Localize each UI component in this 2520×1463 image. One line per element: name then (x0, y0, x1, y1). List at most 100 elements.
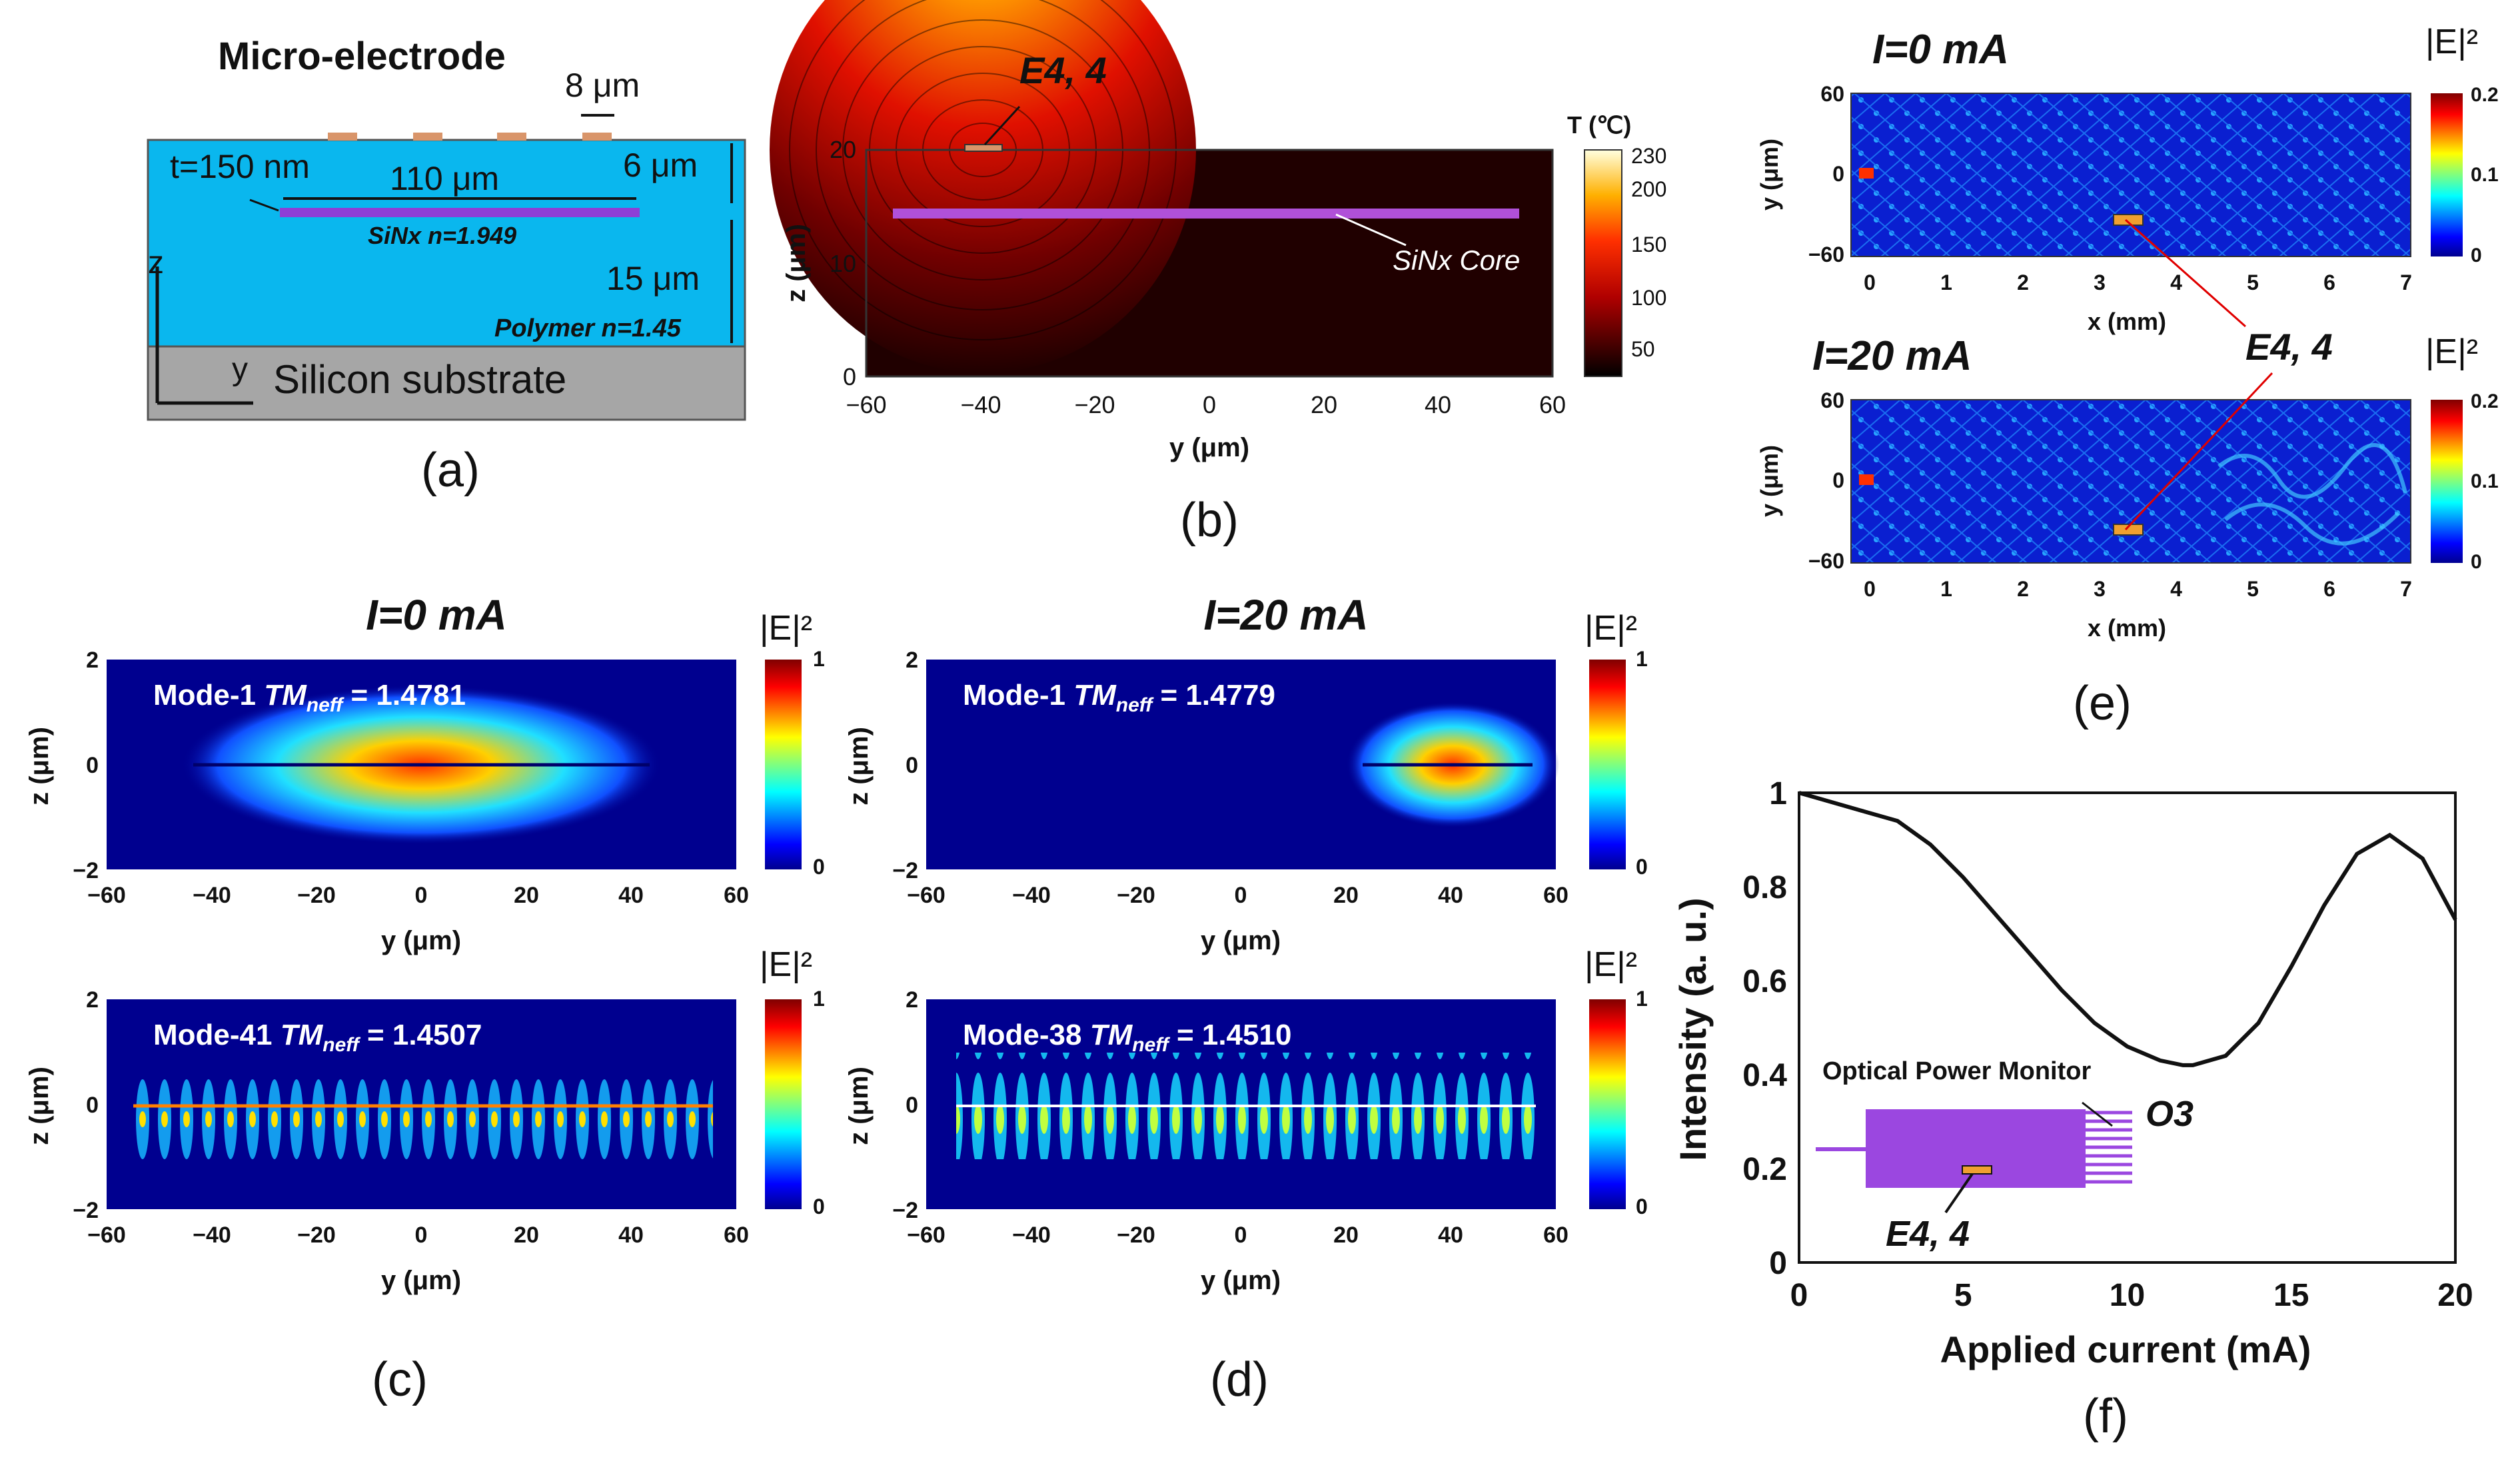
y-ticks-e: 60 0 −60 60 0 −60 (1808, 82, 1844, 573)
panel-f: 0 5 10 15 20 0 0.2 0.4 0.6 0.8 1 Applied current (… (1672, 776, 2473, 1443)
ylabel: z (μm) (844, 1067, 874, 1145)
tick: 7 (2400, 270, 2412, 294)
tick: 40 (1425, 391, 1451, 418)
tick: 20 (514, 1222, 539, 1248)
tick: 0.2 (2471, 390, 2499, 412)
ylabel: z (μm) (25, 1067, 54, 1145)
colorbar-ticks-e: 0.2 0.1 0 0.2 0.1 0 (2471, 84, 2499, 573)
heat-map (770, 0, 1196, 373)
inset-body (1866, 1109, 2086, 1188)
thickness-label: t=150 nm (170, 148, 310, 185)
x-tick-label: 10 (2110, 1278, 2145, 1313)
axis-z-label: z (148, 245, 164, 280)
tick: −60 (87, 883, 126, 908)
x-ticks-e-top: 0 1 2 3 4 5 6 7 (1864, 270, 2412, 294)
ylabel: y (μm) (1756, 139, 1783, 211)
cbar-label: |E|² (760, 609, 812, 648)
tick: 7 (2400, 577, 2412, 601)
tick: 0 (1636, 855, 1648, 879)
tick: 2 (906, 648, 918, 673)
ylabel: z (μm) (844, 727, 874, 805)
tick: −20 (297, 883, 336, 908)
cbar-label: |E|² (1584, 945, 1637, 984)
tick: 1 (1940, 270, 1952, 294)
tick: 1 (813, 647, 825, 671)
core-label-b: SiNx Core (1393, 244, 1520, 276)
chart-xlabel: Applied current (mA) (1940, 1328, 2311, 1370)
panel-e: I=0 mA I=20 mA E4, 4 |E|² |E|² 0.2 0.1 0… (1756, 23, 2499, 730)
panel-label-b: (b) (1180, 494, 1239, 547)
tick: 0 (86, 1093, 99, 1118)
electrode-e44 (964, 144, 1003, 152)
tick: 60 (1820, 82, 1844, 106)
core-index-label: SiNx n=1.949 (368, 222, 516, 249)
tick: 0 (1203, 391, 1216, 418)
tick: 0.1 (2471, 470, 2499, 492)
tick: 0 (1832, 162, 1844, 186)
tick: 0 (1636, 1195, 1648, 1219)
tick: 1 (1636, 987, 1648, 1011)
mode-name: Mode-41 (153, 1019, 272, 1051)
cbar-label-e: |E|² (2425, 332, 2478, 371)
tick: 0 (1864, 577, 1876, 601)
tick: 1 (1636, 647, 1648, 671)
ylabel-b: z (μm) (782, 224, 811, 302)
x-tick-label: 0 (1790, 1278, 1808, 1313)
tick: −40 (1012, 883, 1051, 908)
substrate-label: Silicon substrate (273, 357, 566, 402)
core-width-label: 110 μm (390, 160, 499, 197)
title-e-top: I=0 mA (1872, 27, 2009, 73)
tick: 1 (813, 987, 825, 1011)
tick: 50 (1631, 337, 1655, 361)
tick: −20 (297, 1222, 336, 1248)
tick: 2 (906, 987, 918, 1013)
electrode-e44-bottom (2113, 524, 2144, 536)
tick: 0 (86, 753, 99, 778)
panel-label-a: (a) (421, 444, 480, 497)
y-tick-label: 0.6 (1742, 964, 1787, 999)
y-tick-label: 1 (1769, 776, 1787, 811)
neff-sub: neff (322, 1034, 360, 1056)
tick: −20 (1074, 391, 1115, 418)
colorbar-b (1584, 149, 1622, 377)
tick: 20 (1333, 1222, 1359, 1248)
neff-sub: neff (1132, 1034, 1170, 1056)
xlabel: y (μm) (381, 926, 461, 955)
tick: 4 (2170, 577, 2182, 601)
panel-label-c: (c) (372, 1353, 428, 1406)
inset-outputs (2086, 1111, 2132, 1184)
electrode-width: 8 μm (565, 67, 640, 104)
tick: 2 (2017, 270, 2029, 294)
y-ticks-b: 0 10 20 (830, 136, 856, 390)
tick: 0 (1235, 883, 1247, 908)
svg-text:Mode-1 TMneff = 1.4781: Mode-1 TMneff = 1.4781 (153, 679, 466, 718)
tick: 3 (2094, 577, 2106, 601)
tick: −40 (193, 1222, 231, 1248)
electrode-label-b: E4, 4 (1019, 49, 1107, 91)
x-tick-label: 15 (2273, 1278, 2309, 1313)
tick: 10 (830, 250, 856, 277)
tick: −60 (1808, 549, 1844, 573)
x-ticks-c2: −60 −40 −20 0 20 40 60 (87, 1222, 749, 1248)
tick: 230 (1631, 144, 1666, 168)
cbar-label: |E|² (1584, 609, 1637, 648)
mode-name: Mode-38 (963, 1019, 1081, 1051)
tick: 40 (1438, 1222, 1463, 1248)
intensity-line (1798, 791, 2457, 1067)
tick: 0 (2471, 244, 2482, 266)
tick: 0 (906, 753, 918, 778)
title-d: I=20 mA (1203, 591, 1368, 639)
tick: 20 (1333, 883, 1359, 908)
chart-ticks: 0 5 10 15 20 0 0.2 0.4 0.6 0.8 1 (1742, 776, 2473, 1313)
sinx-core (280, 208, 640, 217)
chart-ylabel: Intensity (a. u.) (1672, 897, 1714, 1161)
tick: 0 (415, 1222, 428, 1248)
tm-label: TM (281, 1019, 324, 1051)
mode-name: Mode-1 (963, 679, 1065, 712)
mode-neff: = 1.4507 (367, 1019, 482, 1051)
neff-sub: neff (1116, 694, 1154, 716)
tick: −2 (892, 1198, 918, 1223)
electrode-e44-top (2113, 214, 2144, 226)
tick: 60 (1820, 388, 1844, 412)
y-tick-label: 0.2 (1742, 1152, 1787, 1187)
